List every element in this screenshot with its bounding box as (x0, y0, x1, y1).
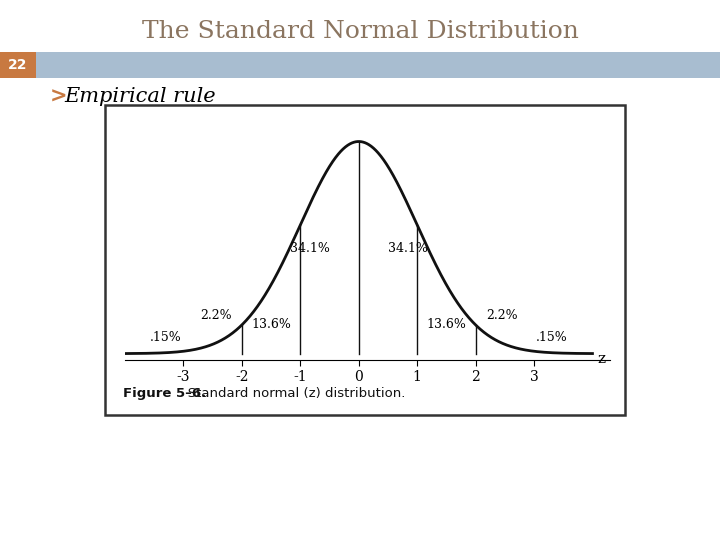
Text: 2.2%: 2.2% (486, 309, 518, 322)
Bar (105, 105, 625, 415)
Text: Empirical rule: Empirical rule (64, 87, 215, 106)
Text: >: > (50, 87, 68, 107)
Text: .15%: .15% (150, 331, 181, 344)
Text: z: z (597, 352, 606, 366)
Text: 22: 22 (8, 58, 28, 72)
Text: The Standard Normal Distribution: The Standard Normal Distribution (142, 21, 578, 44)
Bar (0, 52, 720, 78)
Text: Standard normal (z) distribution.: Standard normal (z) distribution. (175, 387, 405, 400)
Text: 34.1%: 34.1% (388, 242, 428, 255)
Text: Figure 5–6.: Figure 5–6. (123, 387, 206, 400)
Text: .15%: .15% (536, 331, 567, 344)
Text: 34.1%: 34.1% (289, 242, 330, 255)
Bar (0, 52, 36, 78)
Text: 2.2%: 2.2% (199, 309, 231, 322)
Text: 13.6%: 13.6% (251, 318, 291, 331)
Text: 13.6%: 13.6% (426, 318, 467, 331)
